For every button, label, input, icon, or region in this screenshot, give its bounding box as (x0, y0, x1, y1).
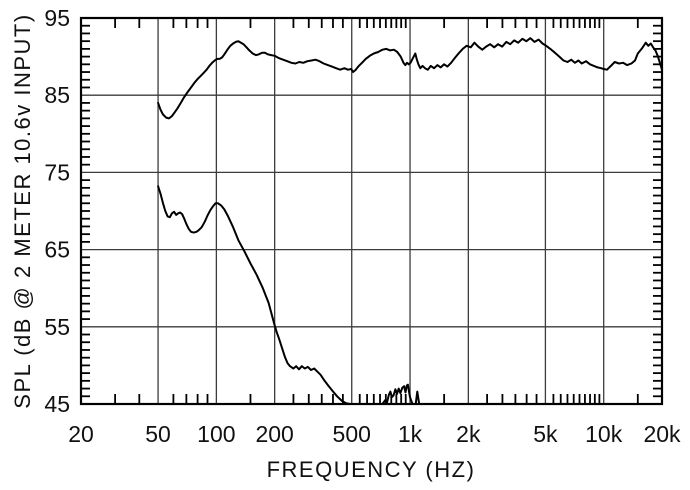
y-axis-label: SPL (dB @ 2 METER 10.6v INPUT) (10, 13, 35, 408)
upper-response-curve (157, 37, 663, 120)
x-tick-label: 2k (456, 421, 481, 447)
x-tick-label: 500 (333, 421, 371, 447)
grid-layer (81, 18, 662, 404)
x-tick-label: 100 (197, 421, 235, 447)
x-tick-label: 1k (398, 421, 423, 447)
x-tick-label: 50 (145, 421, 171, 447)
x-tick-label: 20k (643, 421, 681, 447)
x-tick-label: 200 (255, 421, 293, 447)
y-tick-label: 55 (44, 314, 70, 340)
y-tick-label: 85 (44, 82, 70, 108)
tick-layer (81, 18, 662, 404)
x-tick-label: 20 (68, 421, 94, 447)
lower-curve-segment (381, 383, 414, 405)
x-axis-label: FREQUENCY (HZ) (267, 457, 476, 482)
y-tick-label: 95 (44, 5, 70, 31)
curve-layer (157, 37, 663, 405)
y-tick-label: 45 (44, 391, 70, 417)
y-tick-label: 75 (44, 159, 70, 185)
tick-label-layer: 20 50 100 200 500 1k 2k 5k 10k 20k 45 55 65 75 85 95 (44, 5, 681, 447)
lower-curve-segment (414, 390, 421, 405)
plot-border (79, 16, 664, 406)
lower-curve-segment (157, 185, 351, 405)
y-tick-label: 65 (44, 237, 70, 263)
x-tick-label: 5k (533, 421, 558, 447)
x-tick-label: 10k (585, 421, 623, 447)
